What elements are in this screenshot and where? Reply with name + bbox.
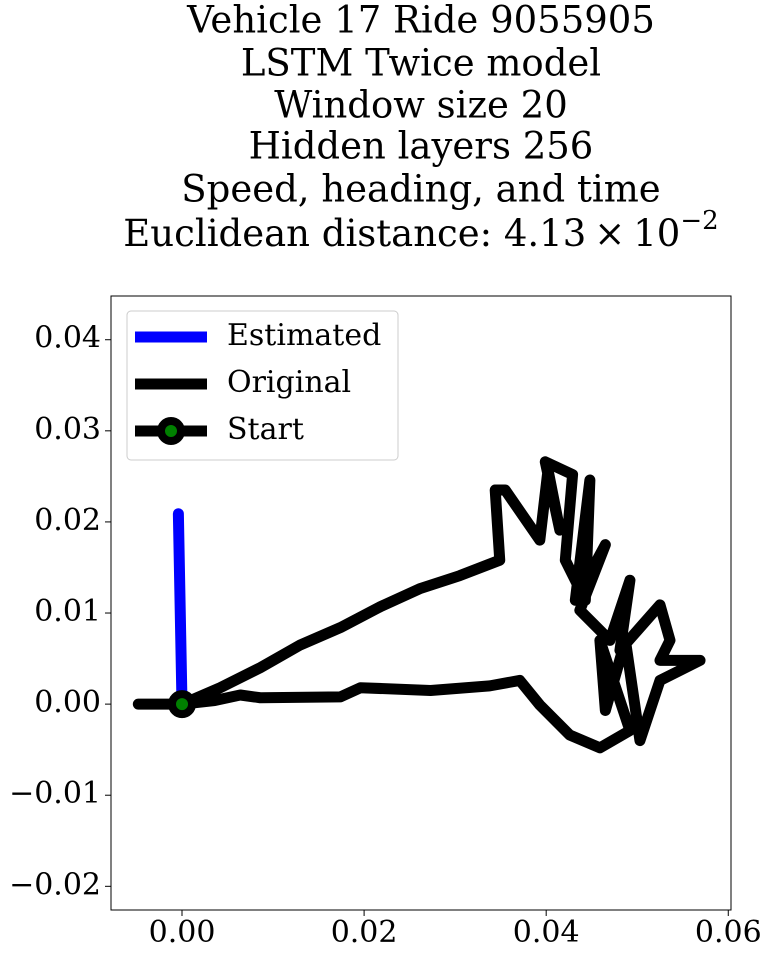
legend-label: Estimated	[227, 318, 381, 353]
y-tick-label: 0.01	[34, 594, 101, 629]
subtitle-part: −2	[680, 206, 718, 236]
x-tick-label: 0.04	[513, 915, 580, 950]
plot-frame	[110, 295, 732, 911]
y-tick-label: −0.01	[9, 776, 101, 811]
y-tick-label: 0.04	[34, 321, 101, 356]
legend-label: Original	[227, 365, 351, 400]
subtitle-part: Euclidean distance: 4.13	[123, 212, 586, 255]
y-tick-label: 0.03	[34, 412, 101, 447]
chart-title: Hidden layers 256	[249, 125, 594, 168]
chart-title: Window size 20	[274, 84, 568, 127]
series-group	[132, 456, 706, 754]
legend-marker	[157, 417, 185, 445]
line	[172, 508, 188, 710]
start-marker	[168, 690, 197, 719]
chart-title: LSTM Twice model	[241, 42, 601, 85]
x-tick-label: 0.02	[331, 915, 398, 950]
line	[132, 456, 706, 754]
y-tick-label: −0.02	[9, 867, 101, 902]
subtitle-part: 10	[633, 212, 680, 255]
chart-title: Vehicle 17 Ride 9055905	[186, 0, 655, 42]
chart-subtitle: Euclidean distance: 4.13 × 10−2	[123, 206, 718, 255]
chart-title: Speed, heading, and time	[181, 168, 660, 211]
y-tick-label: 0.02	[34, 503, 101, 538]
legend-box	[126, 310, 399, 461]
x-tick-label: 0.00	[149, 915, 216, 950]
x-tick-label: 0.06	[695, 915, 762, 950]
subtitle-part: ×	[594, 212, 625, 255]
legend-label: Start	[227, 412, 304, 447]
y-tick-label: 0.00	[34, 685, 101, 720]
